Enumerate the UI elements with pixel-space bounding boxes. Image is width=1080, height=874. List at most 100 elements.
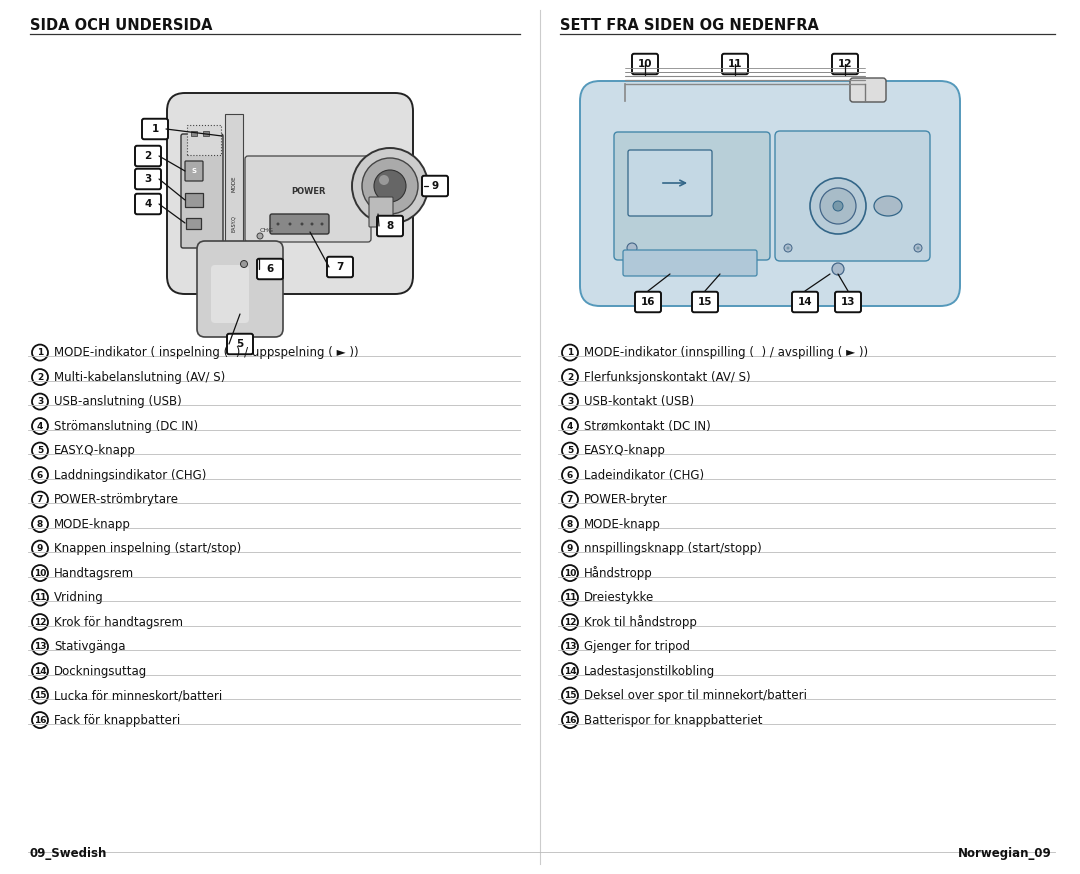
Text: 12: 12 <box>838 59 852 69</box>
Text: 16: 16 <box>33 716 46 725</box>
Text: 13: 13 <box>840 297 855 307</box>
Text: USB-kontakt (USB): USB-kontakt (USB) <box>584 395 694 408</box>
Text: 4: 4 <box>567 421 573 431</box>
FancyBboxPatch shape <box>197 241 283 337</box>
Text: Håndstropp: Håndstropp <box>584 566 652 580</box>
Circle shape <box>288 223 292 225</box>
FancyBboxPatch shape <box>135 146 161 166</box>
FancyBboxPatch shape <box>377 216 403 236</box>
Text: Knappen inspelning (start/stop): Knappen inspelning (start/stop) <box>54 542 241 555</box>
FancyBboxPatch shape <box>835 292 861 312</box>
Text: Dreiestykke: Dreiestykke <box>584 591 654 604</box>
Circle shape <box>32 516 48 532</box>
Text: 3: 3 <box>37 397 43 406</box>
Text: 4: 4 <box>145 199 151 209</box>
Circle shape <box>562 712 578 728</box>
Text: 8: 8 <box>387 221 393 231</box>
Circle shape <box>32 491 48 508</box>
Circle shape <box>562 663 578 679</box>
Text: 7: 7 <box>336 262 343 272</box>
Text: MODE-knapp: MODE-knapp <box>584 517 661 531</box>
Text: 16: 16 <box>640 297 656 307</box>
FancyBboxPatch shape <box>187 125 221 155</box>
Text: 15: 15 <box>698 297 712 307</box>
Text: 8: 8 <box>567 519 573 529</box>
Circle shape <box>562 369 578 385</box>
Circle shape <box>562 491 578 508</box>
Text: Krok til håndstropp: Krok til håndstropp <box>584 615 697 629</box>
Text: 11: 11 <box>564 593 577 602</box>
Text: Stativgänga: Stativgänga <box>54 640 125 653</box>
Text: EASY.Q-knapp: EASY.Q-knapp <box>584 444 666 457</box>
Text: S: S <box>191 168 197 174</box>
Text: POWER: POWER <box>291 186 325 196</box>
Circle shape <box>352 148 428 224</box>
FancyBboxPatch shape <box>580 81 960 306</box>
FancyBboxPatch shape <box>369 197 393 227</box>
Circle shape <box>784 244 792 252</box>
FancyBboxPatch shape <box>245 156 372 242</box>
FancyBboxPatch shape <box>723 53 748 74</box>
Circle shape <box>257 233 264 239</box>
Text: Handtagsrem: Handtagsrem <box>54 566 134 579</box>
Circle shape <box>362 158 418 214</box>
Text: 6: 6 <box>267 264 273 274</box>
Text: 12: 12 <box>33 618 46 627</box>
Text: MODE-indikator ( inspelning (  ) / uppspelning ( ► )): MODE-indikator ( inspelning ( ) / uppspe… <box>54 346 359 359</box>
Text: MODE-knapp: MODE-knapp <box>54 517 131 531</box>
FancyBboxPatch shape <box>832 53 858 74</box>
Circle shape <box>562 639 578 655</box>
Text: Deksel over spor til minnekort/batteri: Deksel over spor til minnekort/batteri <box>584 689 807 702</box>
Text: 14: 14 <box>798 297 812 307</box>
Text: nnspillingsknapp (start/stopp): nnspillingsknapp (start/stopp) <box>584 542 761 555</box>
Circle shape <box>833 201 843 211</box>
Circle shape <box>300 223 303 225</box>
Text: EASY.Q-knapp: EASY.Q-knapp <box>54 444 136 457</box>
Text: 13: 13 <box>564 642 577 651</box>
Text: 7: 7 <box>567 495 573 504</box>
FancyBboxPatch shape <box>211 265 249 323</box>
Circle shape <box>32 418 48 434</box>
Text: 2: 2 <box>37 372 43 382</box>
Circle shape <box>562 467 578 483</box>
FancyBboxPatch shape <box>257 259 283 280</box>
Circle shape <box>786 246 789 249</box>
Circle shape <box>820 188 856 224</box>
Circle shape <box>32 663 48 679</box>
Circle shape <box>32 590 48 606</box>
FancyBboxPatch shape <box>850 78 886 102</box>
FancyBboxPatch shape <box>627 150 712 216</box>
FancyBboxPatch shape <box>135 194 161 214</box>
Circle shape <box>562 565 578 581</box>
Text: Ladestasjonstilkobling: Ladestasjonstilkobling <box>584 664 715 677</box>
FancyBboxPatch shape <box>181 134 222 248</box>
Text: 09_Swedish: 09_Swedish <box>30 847 107 860</box>
Text: 16: 16 <box>564 716 577 725</box>
Text: 2: 2 <box>145 151 151 161</box>
Text: Multi-kabelanslutning (AV/ S): Multi-kabelanslutning (AV/ S) <box>54 371 226 384</box>
Text: SIDA OCH UNDERSIDA: SIDA OCH UNDERSIDA <box>30 18 213 33</box>
Circle shape <box>562 393 578 410</box>
Text: CHG: CHG <box>260 227 274 232</box>
Text: Strømkontakt (DC IN): Strømkontakt (DC IN) <box>584 420 711 433</box>
Text: 1: 1 <box>567 348 573 357</box>
Circle shape <box>32 442 48 459</box>
Text: Norwegian_09: Norwegian_09 <box>958 847 1052 860</box>
Circle shape <box>374 170 406 202</box>
Text: Flerfunksjonskontakt (AV/ S): Flerfunksjonskontakt (AV/ S) <box>584 371 751 384</box>
Circle shape <box>562 614 578 630</box>
Text: 6: 6 <box>567 470 573 480</box>
Text: 5: 5 <box>237 339 244 349</box>
Text: 10: 10 <box>33 569 46 578</box>
Circle shape <box>32 467 48 483</box>
Text: 9: 9 <box>567 545 573 553</box>
FancyBboxPatch shape <box>422 176 448 197</box>
Text: 8: 8 <box>37 519 43 529</box>
Circle shape <box>562 541 578 557</box>
Text: 5: 5 <box>567 446 573 455</box>
Text: MODE: MODE <box>231 176 237 192</box>
FancyBboxPatch shape <box>141 119 168 139</box>
Text: Strömanslutning (DC IN): Strömanslutning (DC IN) <box>54 420 198 433</box>
Text: Lucka för minneskort/batteri: Lucka för minneskort/batteri <box>54 689 222 702</box>
Text: Laddningsindikator (CHG): Laddningsindikator (CHG) <box>54 468 206 482</box>
